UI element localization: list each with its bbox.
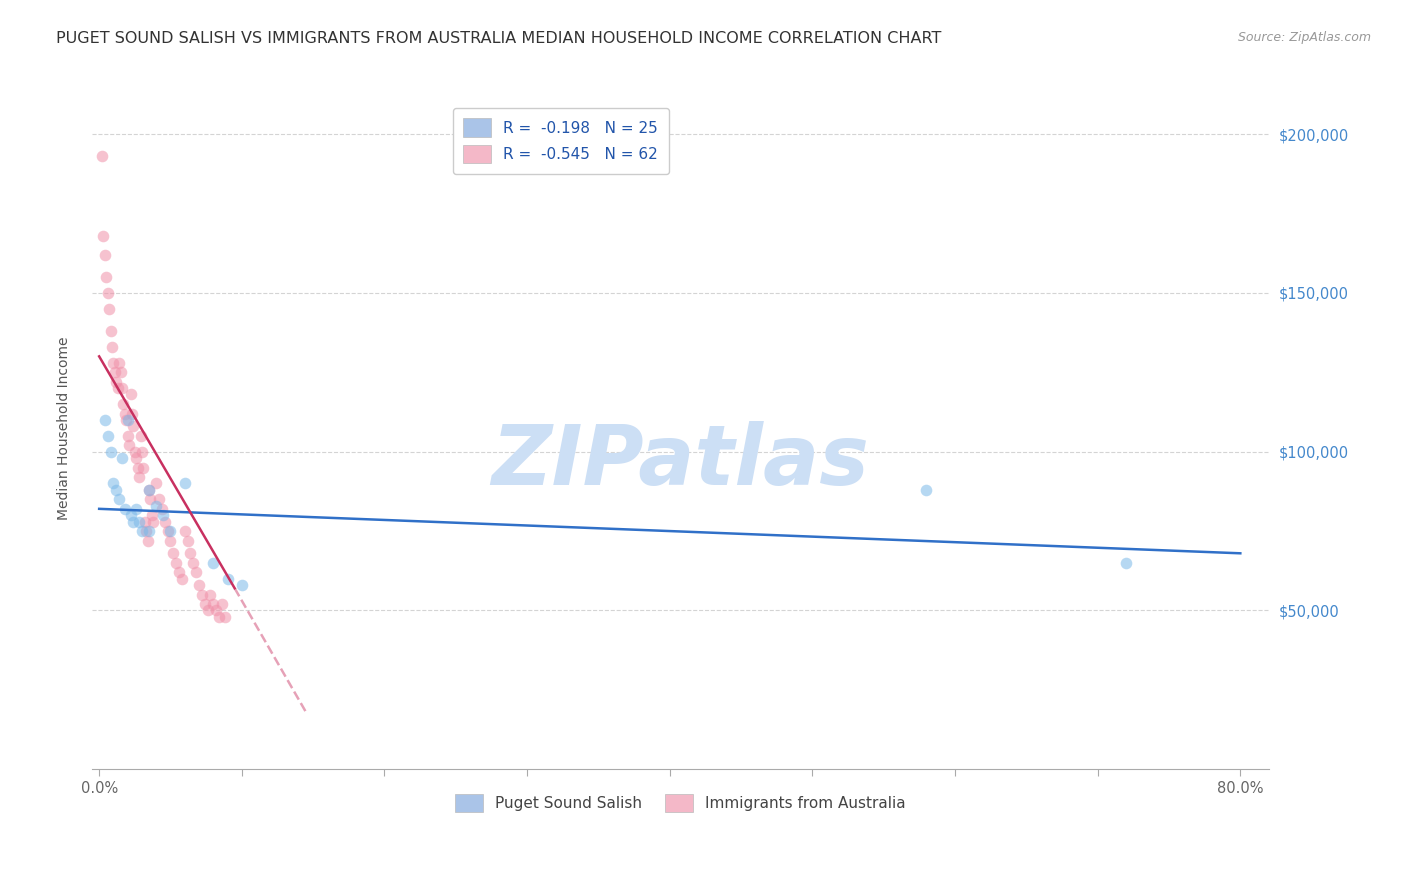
Point	[94, 248, 117, 262]
Point	[104, 365, 127, 379]
Point	[139, 492, 162, 507]
Point	[111, 450, 134, 465]
Point	[94, 413, 117, 427]
Point	[105, 375, 128, 389]
Point	[138, 483, 160, 497]
Point	[125, 450, 148, 465]
Point	[101, 340, 124, 354]
Point	[131, 524, 153, 538]
Point	[141, 508, 163, 523]
Point	[112, 397, 135, 411]
Point	[142, 515, 165, 529]
Point	[194, 597, 217, 611]
Point	[173, 476, 195, 491]
Point	[165, 556, 187, 570]
Point	[153, 515, 176, 529]
Point	[128, 470, 150, 484]
Point	[197, 603, 219, 617]
Legend: Puget Sound Salish, Immigrants from Australia: Puget Sound Salish, Immigrants from Aust…	[444, 783, 917, 823]
Point	[152, 508, 174, 523]
Point	[96, 269, 118, 284]
Point	[93, 228, 115, 243]
Point	[98, 301, 121, 316]
Point	[132, 460, 155, 475]
Point	[181, 556, 204, 570]
Point	[135, 524, 157, 538]
Point	[179, 546, 201, 560]
Point	[208, 610, 231, 624]
Point	[915, 483, 938, 497]
Point	[124, 444, 146, 458]
Point	[205, 603, 228, 617]
Point	[121, 407, 143, 421]
Point	[122, 419, 145, 434]
Point	[108, 492, 131, 507]
Point	[162, 546, 184, 560]
Point	[110, 365, 132, 379]
Point	[1115, 556, 1137, 570]
Point	[188, 578, 211, 592]
Point	[120, 387, 142, 401]
Point	[117, 413, 139, 427]
Point	[131, 444, 153, 458]
Point	[159, 533, 181, 548]
Point	[100, 444, 122, 458]
Point	[114, 407, 136, 421]
Point	[176, 533, 198, 548]
Point	[97, 429, 120, 443]
Point	[105, 483, 128, 497]
Point	[127, 460, 149, 475]
Y-axis label: Median Household Income: Median Household Income	[58, 336, 72, 519]
Point	[100, 324, 122, 338]
Point	[91, 149, 114, 163]
Point	[217, 572, 239, 586]
Point	[107, 381, 129, 395]
Point	[186, 566, 208, 580]
Point	[145, 476, 167, 491]
Point	[138, 483, 160, 497]
Point	[211, 597, 233, 611]
Text: PUGET SOUND SALISH VS IMMIGRANTS FROM AUSTRALIA MEDIAN HOUSEHOLD INCOME CORRELAT: PUGET SOUND SALISH VS IMMIGRANTS FROM AU…	[56, 31, 942, 46]
Point	[97, 285, 120, 300]
Point	[103, 356, 125, 370]
Point	[156, 524, 179, 538]
Point	[173, 524, 195, 538]
Point	[136, 533, 159, 548]
Point	[117, 429, 139, 443]
Point	[231, 578, 253, 592]
Point	[170, 572, 193, 586]
Text: ZIPatlas: ZIPatlas	[492, 422, 869, 502]
Point	[202, 556, 225, 570]
Point	[108, 356, 131, 370]
Point	[167, 566, 190, 580]
Point	[120, 508, 142, 523]
Point	[128, 515, 150, 529]
Point	[111, 381, 134, 395]
Point	[145, 499, 167, 513]
Point	[159, 524, 181, 538]
Point	[214, 610, 236, 624]
Point	[148, 492, 170, 507]
Point	[138, 524, 160, 538]
Point	[191, 588, 214, 602]
Point	[150, 501, 173, 516]
Point	[103, 476, 125, 491]
Point	[114, 501, 136, 516]
Point	[202, 597, 225, 611]
Point	[118, 438, 141, 452]
Point	[129, 429, 152, 443]
Point	[122, 515, 145, 529]
Text: Source: ZipAtlas.com: Source: ZipAtlas.com	[1237, 31, 1371, 45]
Point	[134, 515, 156, 529]
Point	[200, 588, 222, 602]
Point	[125, 501, 148, 516]
Point	[115, 413, 138, 427]
